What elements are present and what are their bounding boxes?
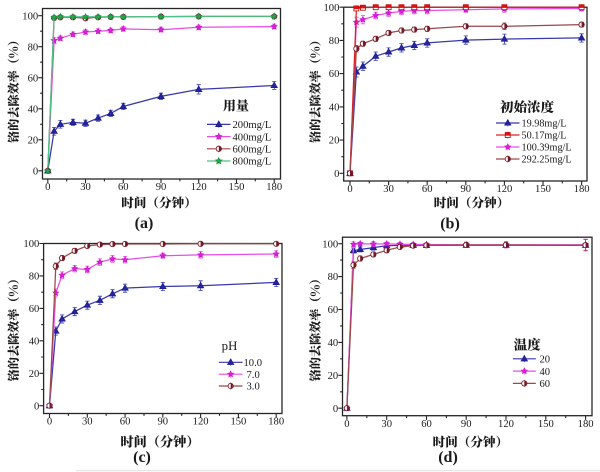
svg-text:60: 60 [422,184,433,195]
svg-text:292.25mg/L: 292.25mg/L [522,155,572,166]
svg-text:0: 0 [34,401,39,412]
svg-text:40: 40 [28,104,39,115]
svg-text:180: 180 [266,182,282,193]
svg-text:19.98mg/L: 19.98mg/L [522,119,567,130]
svg-text:800mg/L: 800mg/L [233,157,272,168]
svg-text:400mg/L: 400mg/L [233,132,272,143]
svg-text:0: 0 [333,404,338,415]
svg-text:90: 90 [158,417,169,428]
svg-text:0: 0 [334,169,339,180]
svg-text:90: 90 [461,419,472,430]
svg-text:150: 150 [229,182,245,193]
svg-text:120: 120 [498,419,514,430]
svg-text:30: 30 [383,184,394,195]
svg-text:(b): (b) [440,215,460,232]
svg-text:60: 60 [118,182,129,193]
svg-text:20: 20 [329,136,340,147]
svg-text:0: 0 [47,417,52,428]
svg-text:100: 100 [22,11,38,22]
svg-text:40: 40 [328,338,339,349]
svg-text:100: 100 [324,3,340,14]
svg-text:20: 20 [29,369,40,380]
svg-text:(c): (c) [133,449,151,466]
svg-text:60: 60 [421,419,432,430]
svg-text:(d): (d) [438,449,458,466]
svg-text:80: 80 [29,272,40,283]
svg-text:180: 180 [578,419,594,430]
svg-text:60: 60 [328,305,339,316]
svg-text:(a): (a) [135,215,154,232]
svg-text:100: 100 [23,239,39,250]
svg-text:120: 120 [496,184,512,195]
svg-text:90: 90 [156,182,167,193]
svg-text:40: 40 [329,103,340,114]
svg-text:10.0: 10.0 [244,358,263,369]
svg-text:20: 20 [328,371,339,382]
svg-text:0: 0 [344,419,349,430]
svg-text:150: 150 [230,417,246,428]
svg-text:60: 60 [540,379,551,390]
svg-text:60: 60 [28,73,39,84]
svg-text:120: 120 [191,182,207,193]
svg-text:0: 0 [45,182,50,193]
svg-text:200mg/L: 200mg/L [233,120,272,131]
svg-text:100.39mg/L: 100.39mg/L [522,143,572,154]
svg-text:90: 90 [461,184,472,195]
svg-text:20: 20 [28,135,39,146]
svg-text:50.17mg/L: 50.17mg/L [522,131,567,142]
svg-text:80: 80 [328,272,339,283]
svg-text:0: 0 [347,184,352,195]
svg-text:40: 40 [540,367,551,378]
svg-text:7.0: 7.0 [247,370,260,381]
svg-text:40: 40 [29,336,40,347]
svg-text:3.0: 3.0 [247,382,260,393]
svg-text:600mg/L: 600mg/L [233,145,272,156]
svg-text:60: 60 [120,417,131,428]
svg-text:80: 80 [28,42,39,53]
svg-text:150: 150 [535,184,551,195]
svg-text:60: 60 [29,304,40,315]
svg-text:80: 80 [329,36,340,47]
svg-text:100: 100 [322,239,338,250]
svg-text:30: 30 [381,419,392,430]
svg-text:180: 180 [268,417,284,428]
svg-text:30: 30 [80,182,91,193]
svg-text:180: 180 [574,184,590,195]
svg-text:0: 0 [33,166,38,177]
svg-text:60: 60 [329,69,340,80]
svg-text:120: 120 [193,417,209,428]
svg-text:150: 150 [538,419,554,430]
svg-text:30: 30 [82,417,93,428]
svg-text:pH: pH [222,339,238,353]
svg-text:20: 20 [540,355,551,366]
